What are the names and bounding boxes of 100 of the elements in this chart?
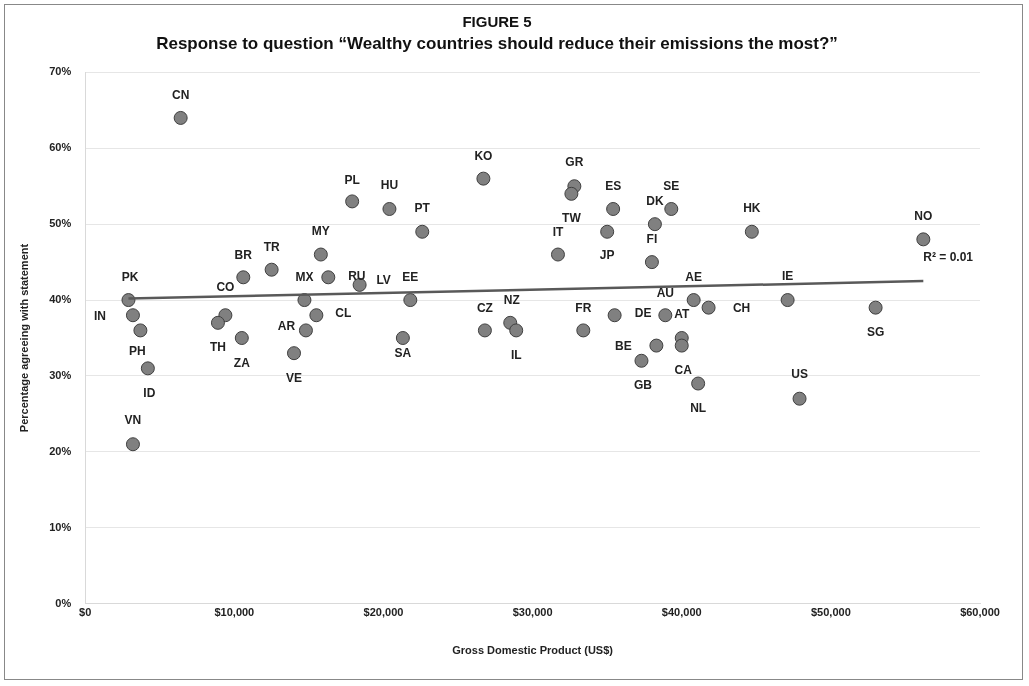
point [564,186,579,201]
y-tick-label: 0% [55,596,72,609]
annotation: ZA [233,355,251,370]
annotation: BE [615,339,632,353]
annotation: SG [866,325,885,340]
annotation: FR [575,300,592,315]
point [780,293,795,308]
point [606,201,621,216]
point [664,201,679,216]
annotation: PH [129,344,146,359]
point [298,323,313,338]
point [550,247,565,262]
point [792,391,807,406]
annotation: NZ [503,293,520,308]
point [476,171,491,186]
annotation: MX [295,270,314,285]
annotation: GR [565,155,584,170]
annotation: EE [402,270,419,285]
point [658,308,673,323]
point [744,224,759,239]
annotation: AR [277,319,296,334]
point [313,247,328,262]
annotation: RU [348,268,366,283]
annotation: NO [914,208,933,223]
point [691,376,706,391]
point [686,293,701,308]
annotation: IT [552,224,564,239]
point [236,270,251,285]
annotation: CO [216,280,235,295]
annotation: PL [344,172,360,187]
chart-subtitle: Response to question “Wealthy countries should reduce their emissions the most?” [156,33,838,53]
point [133,323,148,338]
point [125,308,140,323]
annotation: BR [234,247,253,262]
annotation: AE [685,270,703,285]
x-tick-label: $40,000 [661,606,702,619]
point [600,224,615,239]
annotation: GB [633,378,653,393]
point [125,437,140,452]
annotation: IN [93,308,106,323]
annotation: JP [599,248,615,263]
x-axis-title: Gross Domestic Product (US$) [452,644,614,657]
annotation: PK [121,270,139,285]
y-axis-title: Percentage agreeing with statement [17,243,30,433]
point [140,361,155,376]
annotation: PT [414,200,431,215]
annotation: AT [674,307,690,322]
annotation: TH [209,340,226,355]
annotation: NL [690,401,707,416]
y-tick-label: 10% [49,520,72,533]
x-tick-label: $60,000 [960,606,1000,619]
annotation: ID [143,385,156,400]
y-tick-label: 20% [49,444,72,457]
annotation: MY [311,223,330,238]
point [210,315,225,330]
y-tick-label: 30% [49,368,72,381]
annotation: CH [732,301,751,316]
point [509,323,524,338]
point [644,255,659,270]
annotation: CZ [476,300,493,315]
annotation: LV [376,272,391,287]
x-tick-label: $30,000 [512,606,553,619]
annotation: VN [124,413,142,428]
y-tick-label: 70% [49,65,72,78]
annotation: IE [781,269,794,284]
annotation: R² = 0.01 [923,250,974,265]
point [321,270,336,285]
point [403,293,418,308]
annotation: CL [335,306,352,321]
annotation: VE [285,370,303,385]
x-tick-label: $10,000 [214,606,255,619]
x-tick-label: $0 [79,606,92,619]
point [415,224,430,239]
annotation: FI [646,232,658,247]
annotation: CN [171,88,190,103]
x-tick-label: $50,000 [810,606,851,619]
annotation: DK [646,194,664,209]
y-tick-label: 50% [49,217,72,230]
point [701,300,716,315]
point [264,262,279,277]
point [477,323,492,338]
annotation: SE [663,179,680,194]
point [576,323,591,338]
point [395,331,410,345]
annotation: CA [674,363,693,378]
point [173,110,188,125]
x-tick-label: $20,000 [363,606,404,619]
point [607,308,622,323]
y-tick-label: 60% [49,141,72,154]
annotation: US [791,366,808,381]
chart-title: FIGURE 5 [462,13,532,31]
annotation: KO [474,148,493,163]
y-tick-label: 40% [49,293,72,306]
annotation: HU [380,178,399,193]
annotation: ES [605,179,622,194]
point [674,338,689,353]
point [868,300,883,315]
annotation: IL [510,348,522,363]
point [649,338,664,353]
annotation: AU [656,285,675,300]
